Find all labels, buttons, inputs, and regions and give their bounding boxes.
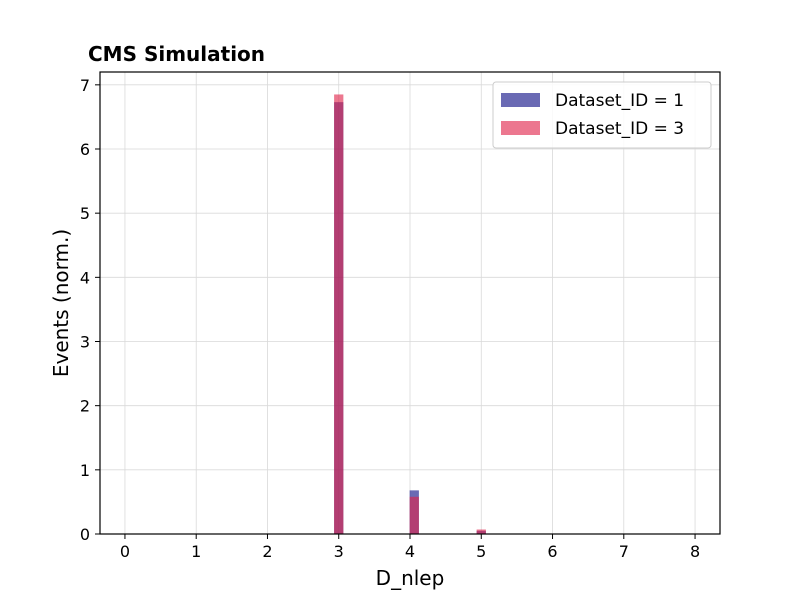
x-tick-label: 3 bbox=[334, 542, 344, 561]
x-tick-label: 2 bbox=[262, 542, 272, 561]
legend-swatch-dataset-1 bbox=[501, 93, 540, 107]
legend-label-dataset-1: Dataset_ID = 1 bbox=[555, 91, 684, 111]
x-tick-label: 8 bbox=[690, 542, 700, 561]
legend-box bbox=[492, 81, 712, 149]
x-tick-label: 4 bbox=[405, 542, 415, 561]
x-tick-label: 7 bbox=[619, 542, 629, 561]
x-tick-label: 6 bbox=[547, 542, 557, 561]
bars bbox=[334, 94, 486, 535]
x-axis-label: D_nlep bbox=[376, 566, 445, 590]
legend-label-dataset-3: Dataset_ID = 3 bbox=[555, 119, 684, 139]
y-tick-label: 1 bbox=[80, 461, 90, 480]
y-tick-label: 7 bbox=[80, 76, 90, 95]
y-tick-label: 2 bbox=[80, 397, 90, 416]
y-tick-label: 0 bbox=[80, 525, 90, 544]
bar-dataset-3 bbox=[409, 496, 419, 534]
x-tick-label: 0 bbox=[120, 542, 130, 561]
x-tick-label: 5 bbox=[476, 542, 486, 561]
y-tick-label: 5 bbox=[80, 204, 90, 223]
y-tick-label: 3 bbox=[80, 333, 90, 352]
y-tick-label: 6 bbox=[80, 140, 90, 159]
y-axis-label: Events (norm.) bbox=[49, 229, 73, 377]
ticks: 0 1 2 3 4 5 6 7 8 0 1 2 3 4 5 6 7 bbox=[80, 76, 700, 561]
chart-title: CMS Simulation bbox=[88, 42, 265, 66]
legend-swatch-dataset-3 bbox=[501, 121, 540, 135]
y-tick-label: 4 bbox=[80, 268, 90, 287]
plot-area: 0 1 2 3 4 5 6 7 8 0 1 2 3 4 5 6 7 bbox=[80, 71, 721, 561]
bar-dataset-3 bbox=[334, 94, 344, 534]
bar-dataset-3 bbox=[476, 529, 486, 534]
legend: Dataset_ID = 1 Dataset_ID = 3 bbox=[492, 81, 712, 149]
x-tick-label: 1 bbox=[191, 542, 201, 561]
